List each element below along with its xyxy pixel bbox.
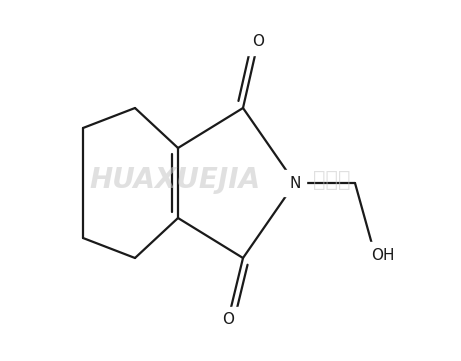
Text: HUAXUEJIA: HUAXUEJIA [89, 166, 261, 195]
Text: O: O [252, 35, 264, 49]
Text: O: O [222, 313, 234, 327]
Text: OH: OH [371, 248, 395, 262]
Text: 化学加: 化学加 [313, 170, 351, 191]
Text: N: N [290, 175, 301, 191]
